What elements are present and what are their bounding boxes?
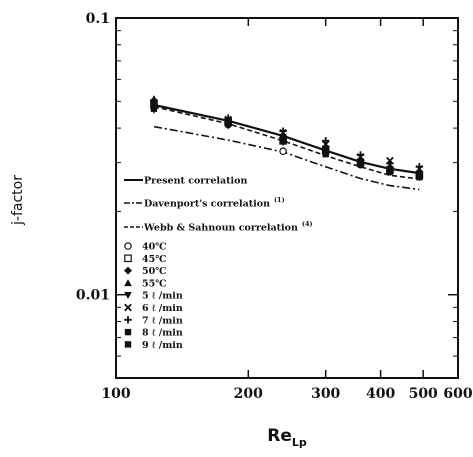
legend-marker-swatch <box>124 254 132 263</box>
legend-marker-label: 55℃ <box>142 278 167 289</box>
x-tick-label: 400 <box>366 386 395 402</box>
legend-marker-label: 45℃ <box>142 254 167 265</box>
x-axis-label-main: Re <box>267 426 292 446</box>
data-markers <box>149 95 424 182</box>
plot-frame <box>115 17 459 379</box>
data-point <box>150 105 158 112</box>
x-tick-label: 100 <box>101 386 130 402</box>
x-tick-label: 500 <box>409 386 438 402</box>
data-point <box>386 159 394 168</box>
data-point <box>224 120 232 127</box>
x-axis-label: ReLp <box>267 426 307 449</box>
legend-marker-label: 9 ℓ /min <box>142 340 183 351</box>
legend: Present correlation Davenport's correlati… <box>124 176 313 351</box>
legend-marker-swatch <box>124 292 132 299</box>
legend-marker-label: 6 ℓ /min <box>142 303 183 314</box>
data-point <box>279 147 287 156</box>
data-point <box>150 96 158 104</box>
data-point <box>321 142 330 150</box>
x-tick-label: 300 <box>311 386 340 402</box>
legend-marker-swatch <box>124 303 132 312</box>
legend-marker-swatch <box>124 279 132 287</box>
legend-marker-swatch <box>124 242 132 250</box>
legend-line-label: Davenport's correlation <box>144 199 270 210</box>
legend-marker-swatch <box>124 341 132 348</box>
x-tick-label: 600 <box>443 386 472 402</box>
legend-marker-label: 7 ℓ /min <box>142 315 183 326</box>
legend-marker-label: 50℃ <box>142 266 167 277</box>
y-tick-label: 0.01 <box>76 288 110 304</box>
data-point <box>416 173 423 181</box>
data-point <box>279 127 287 135</box>
data-point <box>322 150 329 158</box>
x-tick-label: 200 <box>234 386 263 402</box>
legend-marker-label: 5 ℓ /min <box>142 291 183 302</box>
legend-marker-swatch <box>124 316 132 324</box>
data-point <box>357 161 364 168</box>
legend-line-label: Present correlation <box>144 176 247 187</box>
axis-ticks <box>115 17 459 378</box>
data-point <box>279 138 287 145</box>
y-tick-label: 0.1 <box>86 11 110 27</box>
line-dashdot <box>153 125 420 191</box>
data-point <box>386 168 394 175</box>
legend-marker-label: 8 ℓ /min <box>142 328 183 339</box>
tick-labels: 100 200 300 400 500 600 0.1 0.01 <box>76 11 473 402</box>
x-axis-label-subscript: Lp <box>292 436 307 449</box>
legend-marker-swatch <box>124 266 132 275</box>
legend-line-reference: (1) <box>274 196 285 204</box>
data-point <box>356 151 365 159</box>
legend-line-label: Webb & Sahnoun correlation <box>143 223 298 234</box>
legend-line-reference: (4) <box>302 220 313 228</box>
legend-marker-swatch <box>124 328 132 336</box>
data-point <box>415 163 424 171</box>
data-point <box>321 137 330 145</box>
y-axis-label: j-factor <box>10 175 26 226</box>
legend-marker-label: 40℃ <box>142 242 167 253</box>
